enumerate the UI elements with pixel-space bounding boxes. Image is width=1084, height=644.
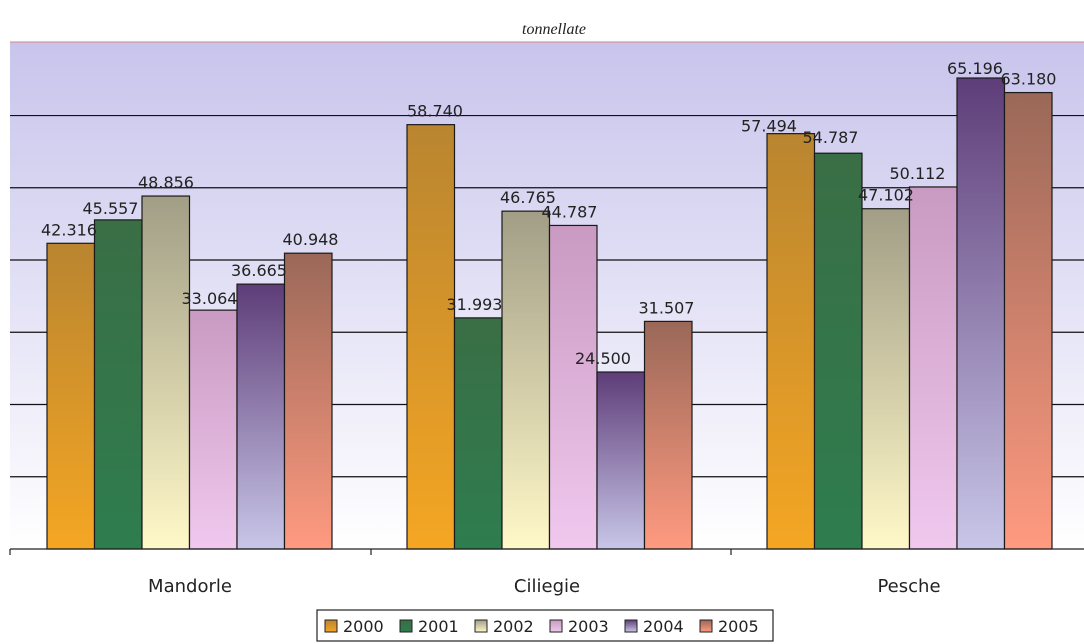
value-label: 46.765: [500, 188, 556, 207]
category-labels: Mandorle Ciliegie Pesche: [148, 576, 940, 597]
legend-swatch-2001: [399, 619, 413, 633]
legend-label-2004: 2004: [643, 617, 684, 636]
legend-swatch-2000: [324, 619, 338, 633]
value-label: 36.665: [231, 261, 287, 280]
category-label-ciliegie: Ciliegie: [514, 576, 580, 597]
legend-label-2000: 2000: [343, 617, 384, 636]
bar-ciliegie-2003: [548, 224, 598, 550]
bar-mandorle-2005: [283, 252, 333, 550]
bar-pesche-2005: [1003, 91, 1053, 550]
value-label: 24.500: [575, 349, 631, 368]
bar-ciliegie-2001: [453, 317, 503, 550]
bar-ciliegie-2005: [643, 320, 693, 550]
bar-pesche-2001: [813, 152, 863, 550]
bar-mandorle-2003: [188, 309, 238, 550]
value-label: 50.112: [890, 164, 946, 183]
legend-label-2005: 2005: [718, 617, 759, 636]
x-axis: [9, 548, 1084, 555]
bar-pesche-2002: [861, 208, 911, 550]
bar-mandorle-2004: [236, 283, 286, 550]
value-label: 54.787: [803, 128, 859, 147]
value-label: 33.064: [182, 289, 238, 308]
value-label: 63.180: [1001, 70, 1057, 89]
value-label: 44.787: [542, 202, 598, 221]
value-label: 47.102: [858, 186, 914, 205]
value-label: 40.948: [283, 230, 339, 249]
legend-label-2003: 2003: [568, 617, 609, 636]
bar-pesche-2003: [908, 186, 958, 550]
bar-mandorle-2001: [93, 219, 143, 550]
bar-ciliegie-2004: [596, 371, 646, 550]
value-label: 31.993: [447, 295, 503, 314]
legend-swatch-2005: [699, 619, 713, 633]
value-label: 31.507: [639, 298, 695, 317]
bar-ciliegie-2002: [501, 210, 551, 550]
category-label-pesche: Pesche: [877, 576, 940, 597]
value-labels: 42.316 45.557 48.856 33.064 36.665 40.948 58.7…: [41, 59, 1056, 368]
legend: 2000 2001 2002 2003 2004 2005: [316, 609, 774, 642]
value-label: 45.557: [83, 199, 139, 218]
bar-pesche-2000: [766, 133, 816, 550]
bar-ciliegie-2000: [406, 124, 456, 550]
legend-box: [316, 609, 774, 642]
value-label: 65.196: [947, 59, 1003, 78]
legend-label-2001: 2001: [418, 617, 459, 636]
bar-mandorle-2000: [46, 242, 96, 550]
bar-mandorle-2002: [141, 195, 191, 550]
category-label-mandorle: Mandorle: [148, 576, 232, 597]
legend-swatch-2002: [474, 619, 488, 633]
bar-pesche-2004: [956, 77, 1006, 550]
value-label: 58.740: [407, 102, 463, 121]
value-label: 48.856: [138, 173, 194, 192]
value-label: 42.316: [41, 220, 97, 239]
legend-label-2002: 2002: [493, 617, 534, 636]
legend-swatch-2004: [624, 619, 638, 633]
legend-swatch-2003: [549, 619, 563, 633]
chart-title: tonnellate: [522, 21, 586, 38]
value-label: 57.494: [741, 117, 797, 136]
